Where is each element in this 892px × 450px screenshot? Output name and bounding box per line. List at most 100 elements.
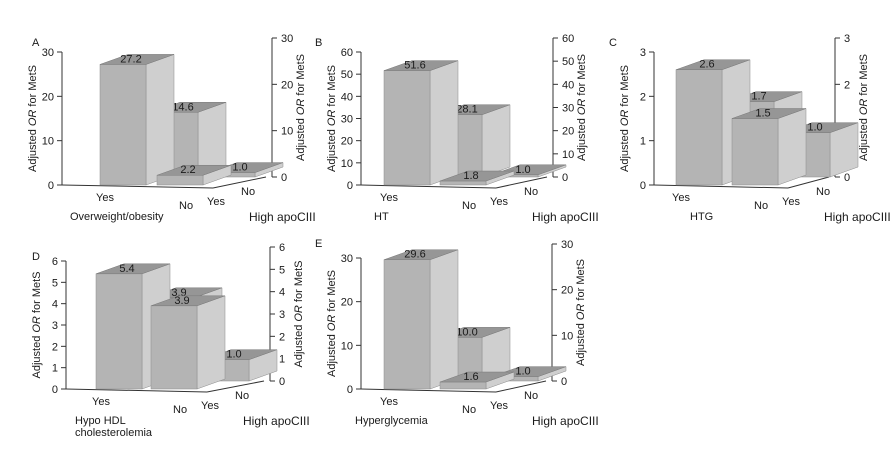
depth-axis <box>787 176 830 189</box>
depth-axis <box>495 380 547 393</box>
bar-top <box>156 164 232 176</box>
right-tick-label: 5 <box>279 264 285 276</box>
bar-side <box>196 295 226 390</box>
left-tick-label: 2 <box>52 341 58 353</box>
bar-top <box>675 59 751 70</box>
right-tick-label: 3 <box>279 309 285 321</box>
x-axis-label: HTG <box>690 211 713 223</box>
bar-value-label: 14.6 <box>172 101 193 113</box>
x-axis-label: Hyperglycemia <box>355 415 429 427</box>
bar-front <box>731 118 779 186</box>
panel-label: B <box>315 37 322 49</box>
depth-tick-label: No <box>816 186 830 198</box>
left-tick-label: 0 <box>347 180 353 192</box>
x-tick-label: Yes <box>92 396 110 408</box>
x-tick-label: Yes <box>672 192 690 204</box>
bar-top <box>731 108 807 119</box>
panel-label: D <box>32 251 40 263</box>
bar-value-label: 1.0 <box>515 366 530 378</box>
bar-front-cat-yes: 27.2 <box>99 53 175 186</box>
left-y-axis-label: Adjusted OR for MetS <box>27 65 39 172</box>
right-tick-label: 3 <box>844 33 850 45</box>
bar-value-label: 3.9 <box>174 295 189 307</box>
bar-front-cat-yes: 51.6 <box>383 60 459 186</box>
panel-d: D 0 0 1 1 2 2 3 3 4 4 5 5 6 6 Adjusted OR for MetS Adjus… <box>31 242 310 439</box>
left-tick-label: 20 <box>42 91 54 103</box>
right-tick-label: 0 <box>561 376 567 388</box>
depth-axis-label: High apoCIII <box>532 210 599 224</box>
left-y-axis-label: Adjusted OR for MetS <box>619 65 631 172</box>
left-tick-label: 0 <box>640 180 646 192</box>
bar-value-label: 27.2 <box>120 53 141 65</box>
depth-tick-label: No <box>524 390 538 402</box>
bar-top <box>439 371 515 383</box>
right-tick-label: 0 <box>281 172 287 184</box>
left-tick-label: 5 <box>52 277 58 289</box>
left-tick-label: 60 <box>341 47 353 59</box>
depth-axis <box>206 380 265 393</box>
right-tick-label: 1 <box>279 354 285 366</box>
left-tick-label: 10 <box>341 158 353 170</box>
bar-front-cat-no: 2.2 <box>156 164 232 186</box>
bar-front <box>383 259 431 390</box>
right-tick-label: 10 <box>561 330 573 342</box>
bar-value-label: 1.0 <box>807 122 822 134</box>
bar-front-cat-no: 1.6 <box>439 371 515 390</box>
x-tick-label: No <box>462 404 476 416</box>
x-axis-label: Overweight/obesity <box>70 211 164 223</box>
right-tick-label: 50 <box>562 56 574 68</box>
bar-front <box>383 70 431 186</box>
left-y-axis-label: Adjusted OR for MetS <box>326 270 338 377</box>
right-tick-label: 40 <box>562 79 574 91</box>
right-tick-label: 6 <box>279 242 285 254</box>
bar-side <box>429 60 459 186</box>
right-tick-label: 10 <box>562 149 574 161</box>
right-y-axis-label: Adjusted OR for MetS <box>575 259 587 366</box>
bar-front-cat-no: 3.9 <box>150 295 226 390</box>
panel-label: A <box>32 37 40 49</box>
left-tick-label: 3 <box>640 47 646 59</box>
right-tick-label: 4 <box>279 287 285 299</box>
x-tick-label: No <box>462 200 476 212</box>
left-tick-label: 50 <box>341 69 353 81</box>
left-y-axis-label: Adjusted OR for MetS <box>31 272 43 379</box>
bar-front <box>99 64 147 186</box>
bar-front-cat-no: 1.5 <box>731 108 807 186</box>
bar-value-label: 1.0 <box>226 349 241 361</box>
x-tick-label: No <box>173 404 187 416</box>
left-tick-label: 30 <box>341 253 353 265</box>
right-tick-label: 0 <box>279 376 285 388</box>
left-tick-label: 0 <box>52 384 58 396</box>
bar-value-label: 28.1 <box>456 104 477 116</box>
bar-front <box>439 381 487 390</box>
panel-label: E <box>315 238 322 250</box>
left-tick-label: 20 <box>341 297 353 309</box>
bar-value-label: 1.6 <box>463 371 478 383</box>
bar-top <box>383 60 459 71</box>
right-tick-label: 30 <box>561 239 573 251</box>
x-tick-label: Yes <box>380 192 398 204</box>
left-tick-label: 2 <box>640 91 646 103</box>
bar-top <box>150 295 226 307</box>
left-tick-label: 0 <box>347 384 353 396</box>
right-tick-label: 30 <box>281 33 293 45</box>
depth-axis-label: High apoCIII <box>532 414 599 428</box>
left-tick-label: 4 <box>52 299 58 311</box>
right-tick-label: 20 <box>281 79 293 91</box>
depth-tick-label: No <box>235 390 249 402</box>
bar-side <box>777 108 807 186</box>
right-y-axis-label: Adjusted OR for MetS <box>295 54 307 161</box>
bar-back-cat-no: 1.0 <box>491 366 567 382</box>
right-tick-label: 30 <box>562 103 574 115</box>
left-tick-label: 40 <box>341 91 353 103</box>
left-tick-label: 1 <box>640 136 646 148</box>
x-tick-label: Yes <box>96 192 114 204</box>
bar-top <box>439 170 515 182</box>
depth-axis <box>212 176 267 189</box>
right-tick-label: 20 <box>561 285 573 297</box>
x-axis <box>360 388 497 393</box>
bar-value-label: 29.6 <box>404 249 425 261</box>
